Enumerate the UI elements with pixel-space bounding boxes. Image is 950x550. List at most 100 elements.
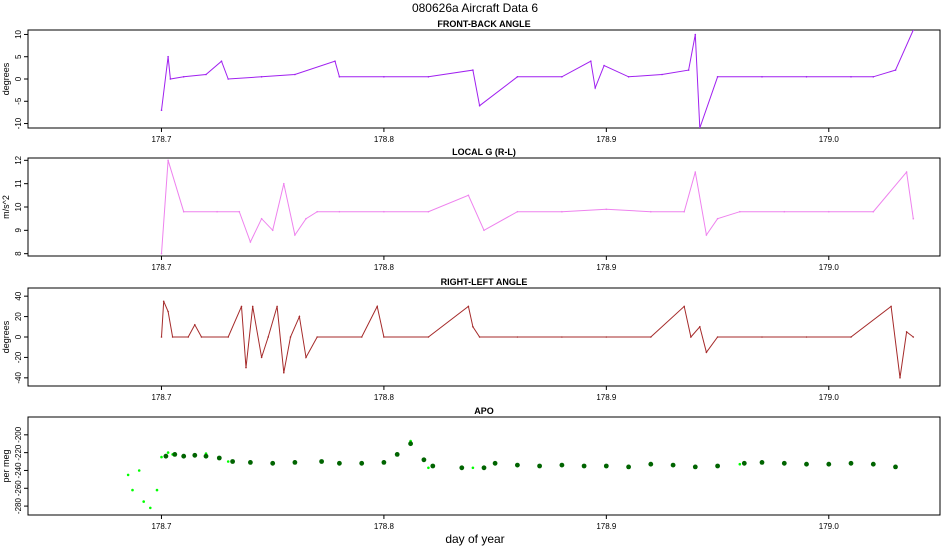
data-point bbox=[481, 465, 487, 471]
plot-frame bbox=[27, 29, 941, 129]
data-point bbox=[872, 76, 875, 78]
data-point bbox=[334, 60, 336, 62]
data-point bbox=[338, 76, 341, 78]
data-point bbox=[783, 210, 786, 213]
panel-right-left-angle: RIGHT-LEFT ANGLE degrees 178.7 178.8 178.9… bbox=[1, 277, 941, 402]
data-point bbox=[283, 371, 285, 374]
y-tick-label: 40 bbox=[14, 291, 23, 300]
data-point bbox=[561, 336, 563, 338]
data-point bbox=[271, 229, 274, 232]
data-point bbox=[594, 87, 596, 89]
data-point bbox=[267, 336, 270, 338]
data-point bbox=[383, 336, 385, 338]
data-point bbox=[251, 305, 254, 308]
y-axis-label: degrees bbox=[1, 62, 11, 95]
data-point bbox=[516, 336, 519, 338]
x-tick-label: 179.0 bbox=[819, 263, 840, 272]
data-point bbox=[160, 252, 163, 255]
data-point bbox=[870, 461, 876, 467]
panel-title: APO bbox=[474, 406, 494, 416]
data-point bbox=[761, 336, 763, 338]
y-tick-label: 5 bbox=[14, 54, 23, 59]
data-point bbox=[683, 210, 685, 213]
data-point bbox=[238, 210, 241, 213]
y-tick-label: 12 bbox=[14, 155, 23, 164]
data-point bbox=[467, 194, 470, 197]
data-point bbox=[227, 336, 229, 338]
data-point bbox=[739, 210, 741, 213]
data-point bbox=[648, 461, 654, 467]
y-tick-label: 10 bbox=[14, 202, 23, 211]
data-point bbox=[166, 451, 170, 454]
data-point bbox=[167, 159, 169, 162]
data-point bbox=[194, 324, 196, 326]
data-point bbox=[131, 488, 134, 492]
data-point bbox=[394, 452, 400, 457]
data-point bbox=[561, 76, 563, 78]
data-point bbox=[471, 466, 475, 470]
data-point bbox=[670, 462, 676, 468]
data-point bbox=[289, 336, 292, 338]
data-point bbox=[537, 463, 542, 469]
y-tick-label: 0 bbox=[14, 334, 23, 339]
data-point bbox=[905, 331, 908, 333]
data-point bbox=[203, 453, 209, 459]
panel-title: RIGHT-LEFT ANGLE bbox=[441, 277, 528, 287]
data-point bbox=[848, 460, 854, 466]
data-point bbox=[187, 336, 189, 338]
panel-apo: APO per meg 178.7 178.8 178.9 179.0 -280-260… bbox=[1, 406, 941, 531]
figure-title: 080626a Aircraft Data 6 bbox=[412, 1, 538, 15]
series-line bbox=[161, 30, 914, 128]
data-point bbox=[687, 69, 690, 71]
data-point bbox=[172, 452, 178, 457]
panel-title: FRONT-BACK ANGLE bbox=[437, 19, 530, 29]
data-point bbox=[162, 300, 165, 303]
data-point bbox=[683, 305, 685, 308]
y-tick-label: -280 bbox=[14, 498, 23, 515]
data-point bbox=[220, 60, 223, 62]
x-tick-label: 178.7 bbox=[151, 263, 172, 272]
data-point bbox=[478, 336, 481, 338]
data-point bbox=[216, 455, 222, 461]
data-point bbox=[381, 460, 387, 465]
data-point bbox=[699, 127, 701, 128]
data-point bbox=[905, 171, 908, 173]
data-point bbox=[260, 217, 263, 220]
data-point bbox=[690, 336, 692, 338]
data-point bbox=[605, 208, 608, 211]
plot-frame bbox=[27, 416, 941, 516]
data-point bbox=[294, 73, 296, 76]
data-point bbox=[472, 326, 474, 328]
x-tick-label: 178.7 bbox=[151, 393, 172, 402]
data-point bbox=[805, 76, 808, 78]
data-point bbox=[483, 229, 485, 232]
x-tick-label: 178.9 bbox=[596, 522, 617, 531]
data-point bbox=[182, 210, 185, 213]
data-point bbox=[245, 366, 247, 369]
data-point bbox=[626, 464, 631, 470]
data-point bbox=[872, 210, 875, 213]
data-point bbox=[716, 76, 719, 78]
data-point bbox=[142, 500, 145, 503]
data-point bbox=[383, 76, 385, 78]
data-point bbox=[427, 76, 430, 78]
data-point bbox=[149, 506, 152, 510]
data-point bbox=[603, 463, 609, 469]
x-tick-label: 178.7 bbox=[151, 522, 172, 531]
data-point bbox=[492, 460, 498, 466]
data-point bbox=[627, 76, 630, 78]
data-point bbox=[169, 78, 172, 80]
data-point bbox=[192, 452, 198, 458]
data-point bbox=[294, 234, 296, 236]
data-point bbox=[467, 305, 470, 308]
y-tick-label: -40 bbox=[14, 372, 23, 384]
data-point bbox=[805, 336, 808, 338]
x-tick-label: 178.8 bbox=[374, 263, 395, 272]
y-axis-label: per meg bbox=[1, 449, 11, 482]
x-tick-label: 179.0 bbox=[819, 393, 840, 402]
data-point bbox=[741, 460, 747, 466]
data-point bbox=[200, 336, 203, 338]
panel-title: LOCAL G (R-L) bbox=[452, 147, 516, 157]
x-tick-label: 178.7 bbox=[151, 135, 172, 144]
